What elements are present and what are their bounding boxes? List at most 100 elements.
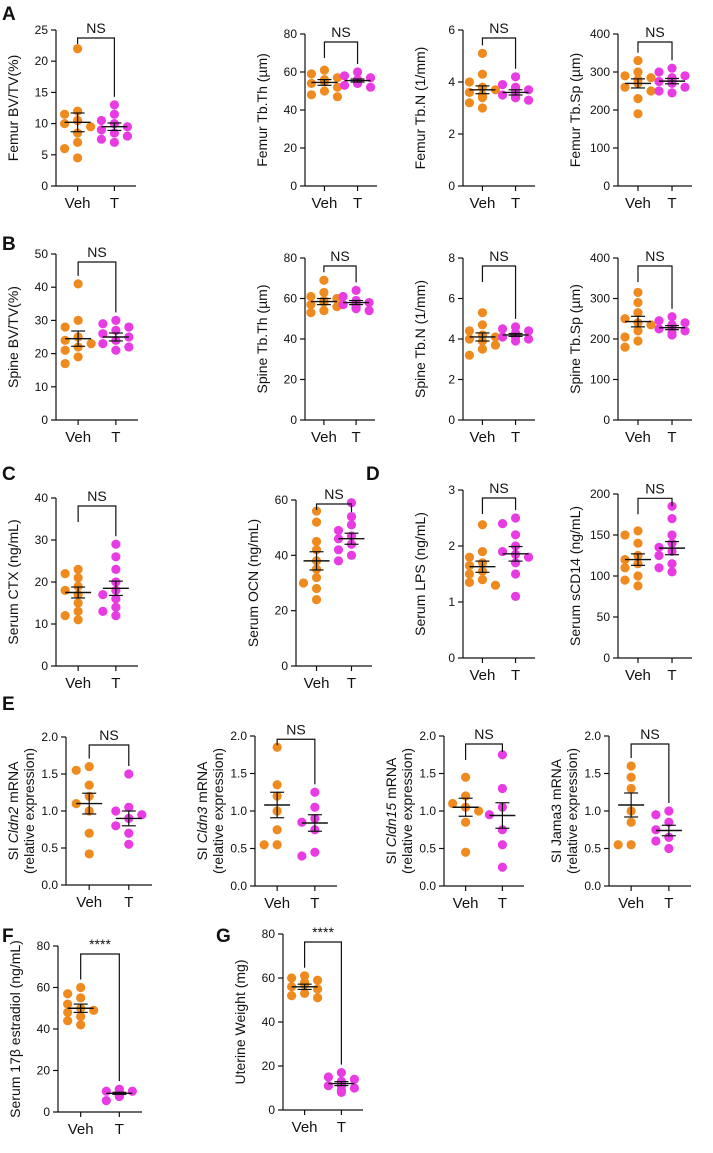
x-category-label: Veh (470, 667, 496, 684)
data-point (646, 86, 656, 96)
data-point (332, 92, 343, 102)
y-axis-label: Spine Tb.Th (µm) (254, 285, 270, 394)
data-point (633, 336, 643, 346)
data-point (124, 769, 134, 779)
data-point (297, 851, 307, 861)
y-tick-label: 40 (262, 1015, 276, 1029)
y-axis-label: Spine Tb.Sp (µm) (567, 284, 583, 394)
y-axis-label: Femur BV/TV(%) (5, 55, 21, 162)
data-point (667, 567, 677, 577)
y-tick-label: 20 (35, 347, 49, 361)
data-point (633, 109, 643, 119)
data-point (633, 326, 643, 336)
data-point (464, 577, 475, 588)
data-point (626, 783, 636, 794)
data-point (60, 335, 70, 345)
y-tick-label: 200 (590, 332, 610, 346)
significance-label: NS (645, 480, 664, 496)
x-category-label: Veh (76, 894, 102, 911)
data-point (339, 80, 350, 90)
y-tick-label: 50 (35, 247, 49, 261)
data-point (351, 285, 361, 295)
x-category-label: T (115, 1121, 124, 1138)
x-category-label: Veh (470, 195, 496, 212)
data-point (60, 358, 70, 369)
y-tick-label: 100 (590, 141, 610, 155)
data-point (448, 798, 458, 809)
y-tick-label: 4 (448, 75, 455, 89)
x-category-label: Veh (312, 195, 338, 212)
data-point (98, 606, 108, 617)
data-point (620, 82, 630, 92)
data-point (477, 93, 488, 103)
data-point (620, 575, 630, 585)
significance-label: NS (645, 248, 664, 264)
data-point (633, 67, 643, 77)
significance-label: NS (640, 726, 659, 742)
chart-14: 0.0 0.5 1.0 1.5 2.0 Veh T SI Cldn3 mRNA (relativ… (194, 721, 337, 912)
data-point (311, 506, 322, 516)
data-point (620, 563, 630, 573)
data-point (523, 326, 534, 336)
data-point (98, 329, 108, 339)
y-axis-label: Femur Tb.N (1/mm) (412, 47, 428, 170)
data-point (287, 991, 297, 1001)
data-point (336, 1087, 346, 1097)
data-point (306, 291, 316, 302)
chart-18: 0 20 40 60 80 Veh T Uterine Weight (mg) **** (232, 924, 363, 1136)
significance-bracket (637, 265, 673, 309)
data-point (73, 279, 83, 289)
chart-3: 0 2 4 6 Veh T Femur Tb.N (1/mm) NS (412, 20, 535, 212)
significance-label: NS (489, 248, 508, 264)
data-point (654, 324, 664, 334)
data-point (651, 836, 661, 846)
significance-bracket (630, 743, 670, 803)
data-point (633, 538, 643, 548)
data-point (510, 72, 521, 82)
y-tick-label: 2.0 (41, 730, 58, 744)
significance-bracket (637, 41, 673, 61)
data-point (60, 585, 70, 596)
data-point (474, 806, 484, 816)
data-point (497, 825, 507, 835)
x-category-label: Veh (65, 195, 91, 212)
data-point (311, 572, 322, 583)
data-point (680, 71, 690, 81)
x-category-label: T (498, 895, 507, 912)
data-point (311, 536, 322, 547)
data-point (319, 275, 329, 285)
data-point (124, 342, 134, 352)
data-point (60, 569, 70, 579)
y-tick-label: 80 (262, 927, 276, 941)
y-axis-label-line2: (relative expression) (21, 748, 37, 874)
data-point (89, 1005, 99, 1015)
chart-9: 0 10 20 30 40 Veh T Serum CTX (ng/mL) NS (5, 488, 138, 692)
x-category-label: T (347, 675, 356, 692)
data-point (464, 77, 475, 87)
x-category-label: Veh (264, 895, 290, 912)
y-tick-label: 15 (35, 85, 49, 99)
data-point (98, 319, 108, 329)
significance-label: NS (489, 480, 508, 496)
data-point (311, 583, 322, 594)
data-point (646, 73, 656, 83)
y-axis-label: Serum OCN (ng/mL) (245, 519, 261, 647)
y-tick-label: 0 (603, 651, 610, 665)
x-category-label: T (667, 429, 676, 446)
data-point (60, 119, 70, 129)
data-point (101, 1095, 111, 1106)
y-tick-label: 40 (35, 491, 49, 505)
data-point (297, 817, 307, 827)
data-point (73, 315, 83, 325)
data-point (349, 1083, 359, 1093)
data-point (620, 71, 630, 81)
data-point (272, 780, 282, 790)
significance-bracket (323, 41, 359, 64)
data-point (124, 322, 134, 332)
data-point (667, 312, 677, 322)
y-tick-label: 1.0 (41, 804, 58, 818)
chart-15: 0.0 0.5 1.0 1.5 2.0 Veh T SI Cldn15 mRNA (relati… (383, 726, 524, 912)
x-category-label: T (111, 429, 120, 446)
y-tick-label: 80 (284, 251, 298, 265)
